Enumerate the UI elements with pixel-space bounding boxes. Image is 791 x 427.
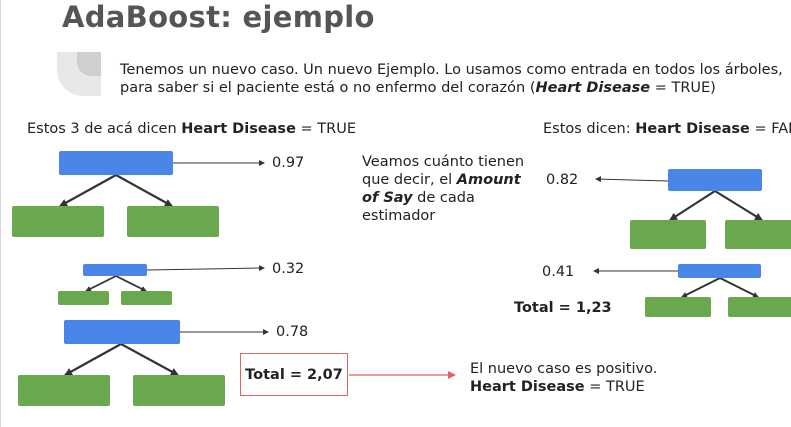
left-tree-3-leaf-left — [18, 375, 110, 406]
conclusion-line-2-suffix: = TRUE — [584, 379, 645, 395]
left-tree-2-value: 0.32 — [272, 261, 305, 277]
slide-title: AdaBoost: ejemplo — [62, 0, 375, 34]
right-tree-1-root — [668, 169, 762, 191]
left-tree-1-root — [59, 151, 173, 175]
left-tree-1-leaf-right — [127, 206, 219, 237]
intro-line-2-bold: Heart Disease — [535, 80, 651, 96]
left-total-box: Total = 2,07 — [240, 353, 348, 396]
left-group-label: Estos 3 de acá dicen Heart Disease = TRU… — [27, 120, 356, 138]
left-tree-1-leaf-left — [12, 206, 104, 237]
intro-line-1: Tenemos un nuevo caso. Un nuevo Ejemplo.… — [120, 62, 783, 78]
left-tree-3-leaf-right — [133, 375, 225, 406]
left-label-prefix: Estos 3 de acá dicen — [27, 121, 182, 137]
right-tree-2-value: 0.41 — [542, 264, 575, 280]
left-tree-3-root — [64, 320, 180, 344]
note-line-2: que decir, el Amount — [362, 171, 524, 189]
right-tree-2-leaf-left — [645, 297, 711, 317]
right-group-label: Estos dicen: Heart Disease = FALSE — [543, 120, 791, 138]
right-tree-2-leaf-right — [728, 297, 791, 317]
amount-of-say-note: Veamos cuánto tienen que decir, el Amoun… — [362, 153, 524, 225]
intro-line-2-prefix: para saber si el paciente está o no enfe… — [120, 80, 536, 96]
note-line-2-text: que decir, el — [362, 172, 457, 188]
note-line-2-bold: Amount — [456, 172, 521, 188]
intro-line-2-suffix: = TRUE) — [650, 80, 716, 96]
note-line-4: estimador — [362, 208, 436, 224]
intro-line-2: para saber si el paciente está o no enfe… — [120, 79, 783, 97]
slide-border — [0, 0, 1, 427]
conclusion-line-2-bold: Heart Disease — [470, 379, 585, 395]
note-line-3: of Say de cada — [362, 189, 524, 207]
right-total: Total = 1,23 — [514, 300, 612, 316]
note-line-1: Veamos cuánto tienen — [362, 154, 525, 170]
left-tree-2-leaf-right — [121, 291, 172, 305]
left-tree-2-leaf-left — [58, 291, 109, 305]
note-line-3-bold: of Say — [362, 190, 413, 206]
left-tree-2-root — [83, 264, 147, 276]
left-label-suffix: = TRUE — [295, 121, 356, 137]
right-tree-2-root — [678, 264, 761, 278]
conclusion-line-1: El nuevo caso es positivo. — [470, 361, 658, 377]
left-label-bold: Heart Disease — [181, 121, 296, 137]
right-label-suffix: = FALSE — [754, 121, 791, 137]
left-tree-3-value: 0.78 — [276, 324, 309, 340]
intro-text: Tenemos un nuevo caso. Un nuevo Ejemplo.… — [120, 61, 783, 97]
right-tree-1-value: 0.82 — [546, 172, 579, 188]
conclusion-text: El nuevo caso es positivo. Heart Disease… — [470, 360, 657, 396]
left-tree-1-value: 0.97 — [272, 155, 305, 171]
conclusion-line-2: Heart Disease = TRUE — [470, 378, 657, 396]
note-line-3-text: de cada — [412, 190, 475, 206]
right-tree-1-leaf-left — [630, 220, 706, 249]
right-label-bold: Heart Disease — [635, 121, 750, 137]
right-tree-1-leaf-right — [725, 220, 791, 249]
right-label-prefix: Estos dicen: — [543, 121, 636, 137]
corner-decoration-icon — [57, 52, 101, 96]
